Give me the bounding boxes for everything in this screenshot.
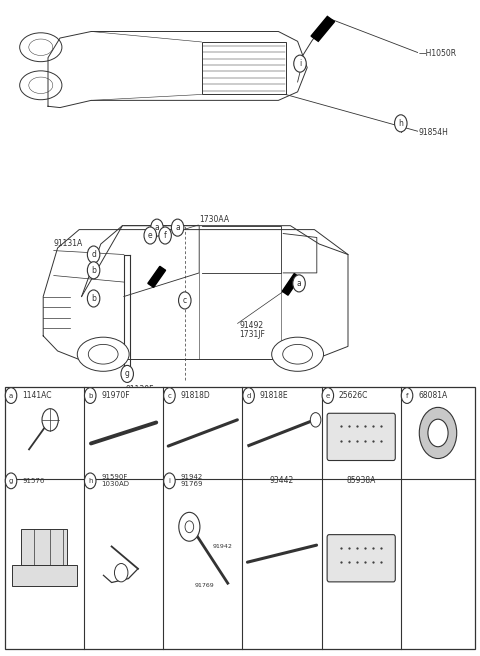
Bar [5, 387, 475, 649]
Text: 91854H: 91854H [419, 128, 448, 137]
Circle shape [401, 388, 413, 403]
Text: i: i [168, 478, 170, 484]
Circle shape [322, 388, 334, 403]
Circle shape [144, 227, 156, 244]
Text: 91942
91769: 91942 91769 [180, 474, 203, 487]
Text: 93442: 93442 [270, 476, 294, 485]
Text: 91131A: 91131A [54, 239, 83, 248]
Text: a: a [297, 279, 301, 288]
Circle shape [294, 55, 306, 72]
Text: 1731JF: 1731JF [239, 330, 265, 339]
Text: f: f [164, 231, 167, 240]
Circle shape [5, 473, 17, 489]
Text: 91769: 91769 [194, 583, 214, 588]
Text: 91130F: 91130F [126, 385, 155, 394]
Text: b: b [91, 294, 96, 303]
Circle shape [293, 275, 305, 292]
Circle shape [87, 246, 100, 263]
Circle shape [87, 262, 100, 279]
Circle shape [42, 409, 58, 431]
Text: c: c [168, 392, 171, 399]
Circle shape [243, 388, 254, 403]
Text: d: d [91, 250, 96, 259]
Text: f: f [406, 392, 408, 399]
Text: 91818D: 91818D [180, 391, 210, 400]
Text: 91818E: 91818E [260, 391, 288, 400]
Text: h: h [398, 119, 403, 128]
Text: 25626C: 25626C [339, 391, 368, 400]
Circle shape [84, 473, 96, 489]
Ellipse shape [420, 407, 457, 459]
Text: g: g [125, 369, 130, 379]
Circle shape [164, 388, 175, 403]
Polygon shape [282, 274, 300, 295]
Circle shape [164, 473, 175, 489]
Bar [21, 529, 67, 565]
Circle shape [5, 388, 17, 403]
Circle shape [121, 365, 133, 382]
Circle shape [179, 292, 191, 309]
Circle shape [159, 227, 171, 244]
Text: 85938A: 85938A [347, 476, 376, 485]
Bar [12, 565, 77, 586]
Text: 91492: 91492 [239, 321, 263, 331]
Text: a: a [9, 392, 13, 399]
Text: 68081A: 68081A [418, 391, 447, 400]
Circle shape [171, 219, 184, 236]
Text: —H1050R: —H1050R [419, 49, 456, 58]
Text: b: b [88, 392, 93, 399]
Polygon shape [311, 16, 335, 41]
Polygon shape [148, 266, 166, 287]
Circle shape [395, 115, 407, 132]
FancyBboxPatch shape [327, 535, 396, 582]
Ellipse shape [272, 337, 324, 371]
Text: b: b [91, 266, 96, 275]
Text: 91942: 91942 [212, 544, 232, 549]
Circle shape [310, 413, 321, 427]
Bar [202, 42, 286, 94]
Text: h: h [88, 478, 93, 484]
Text: e: e [326, 392, 330, 399]
Ellipse shape [77, 337, 129, 371]
FancyBboxPatch shape [327, 413, 396, 461]
Text: i: i [299, 59, 301, 68]
Text: c: c [183, 296, 187, 305]
Circle shape [87, 290, 100, 307]
Text: a: a [175, 223, 180, 232]
Circle shape [151, 219, 163, 236]
Ellipse shape [428, 419, 448, 447]
Text: 1141AC: 1141AC [22, 391, 51, 400]
Text: e: e [148, 231, 153, 240]
Text: a: a [155, 223, 159, 232]
Circle shape [84, 388, 96, 403]
Text: d: d [246, 392, 251, 399]
Circle shape [115, 564, 128, 582]
Text: 1730AA: 1730AA [199, 215, 229, 224]
Text: 91576: 91576 [22, 478, 45, 484]
Circle shape [179, 512, 200, 541]
Text: 91970F: 91970F [101, 391, 130, 400]
Text: g: g [9, 478, 13, 484]
Text: 91590F
1030AD: 91590F 1030AD [101, 474, 129, 487]
